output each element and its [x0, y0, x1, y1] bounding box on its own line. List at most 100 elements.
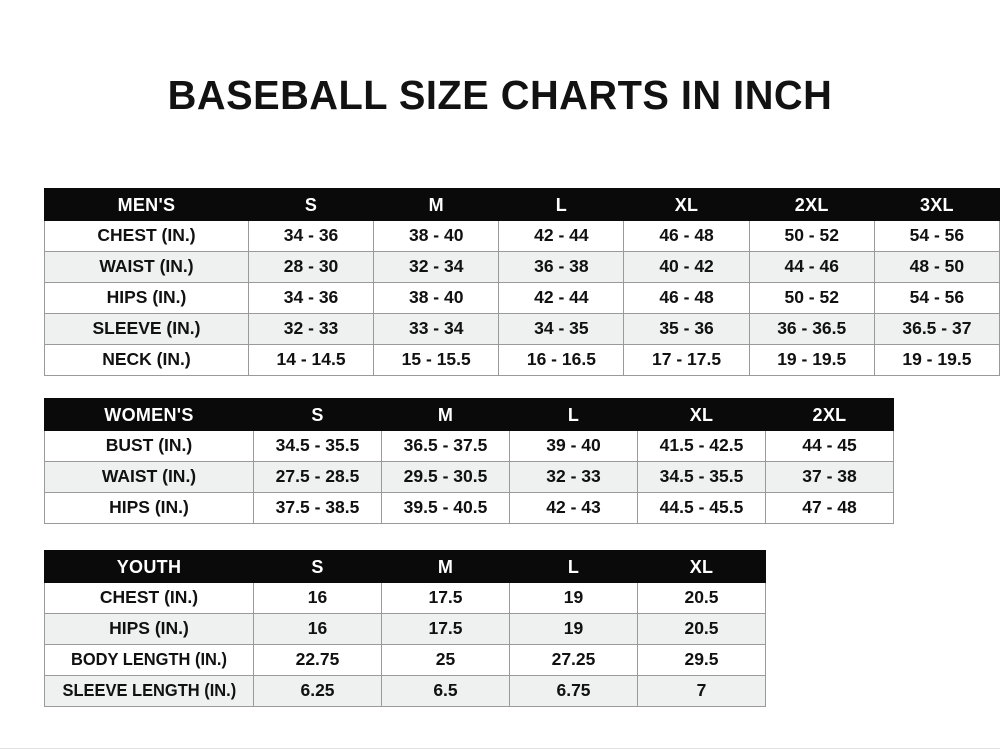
measurement-cell: 38 - 40	[373, 282, 500, 314]
column-header-l: L	[498, 188, 625, 221]
row-label: BUST (IN.)	[44, 430, 254, 462]
womens-table-title: WOMEN'S	[44, 398, 254, 431]
table-header-row: WOMEN'S S M L XL 2XL	[44, 398, 894, 431]
measurement-cell: 39.5 - 40.5	[381, 492, 510, 524]
row-label: WAIST (IN.)	[44, 461, 254, 493]
measurement-cell: 17 - 17.5	[623, 344, 750, 376]
youth-size-chart-block: YOUTH S M L XL CHEST (IN.) 16 17.5 19 20.5 HIPS (I…	[44, 550, 766, 707]
row-label-text: CHEST (IN.)	[97, 225, 196, 246]
measurement-cell: 37.5 - 38.5	[253, 492, 382, 524]
column-header-m: M	[373, 188, 500, 221]
row-label-text: BUST (IN.)	[105, 435, 193, 456]
row-label: SLEEVE LENGTH (IN.)	[44, 675, 254, 707]
page-bottom-rule	[0, 748, 1000, 749]
measurement-cell: 17.5	[381, 582, 510, 614]
row-label-text: WAIST (IN.)	[101, 466, 197, 487]
measurement-cell: 32 - 34	[373, 251, 500, 283]
column-header-2xl: 2XL	[765, 398, 894, 431]
row-label-text: BODY LENGTH (IN.)	[71, 649, 227, 670]
measurement-cell: 16	[253, 613, 382, 645]
measurement-cell: 36.5 - 37.5	[381, 430, 510, 462]
measurement-cell: 37 - 38	[765, 461, 894, 493]
measurement-cell: 22.75	[253, 644, 382, 676]
row-label-text: NECK (IN.)	[102, 349, 191, 370]
row-label: WAIST (IN.)	[44, 251, 249, 283]
mens-table-title: MEN'S	[44, 188, 249, 221]
table-row: CHEST (IN.) 34 - 36 38 - 40 42 - 44 46 - 48 5…	[44, 220, 1000, 252]
measurement-cell: 39 - 40	[509, 430, 638, 462]
column-header-s: S	[253, 398, 382, 431]
measurement-cell: 50 - 52	[748, 220, 875, 252]
row-label: HIPS (IN.)	[44, 282, 249, 314]
measurement-cell: 29.5	[637, 644, 766, 676]
row-label: SLEEVE (IN.)	[44, 313, 249, 345]
measurement-cell: 25	[381, 644, 510, 676]
column-header-l: L	[509, 550, 638, 583]
measurement-cell: 41.5 - 42.5	[637, 430, 766, 462]
measurement-cell: 42 - 43	[509, 492, 638, 524]
measurement-cell: 38 - 40	[373, 220, 500, 252]
measurement-cell: 20.5	[637, 582, 766, 614]
table-row: SLEEVE LENGTH (IN.) 6.25 6.5 6.75 7	[44, 675, 766, 707]
measurement-cell: 46 - 48	[623, 282, 750, 314]
row-label-text: CHEST (IN.)	[99, 587, 199, 608]
measurement-cell: 34 - 36	[247, 282, 375, 314]
row-label-text: HIPS (IN.)	[109, 618, 189, 639]
table-row: WAIST (IN.) 27.5 - 28.5 29.5 - 30.5 32 - 33…	[44, 461, 894, 493]
mens-size-table: MEN'S S M L XL 2XL 3XL CHEST (IN.) 34 - 36 38 - 4…	[44, 188, 1000, 376]
page-title: BASEBALL SIZE CHARTS IN INCH	[167, 72, 833, 118]
column-header-s: S	[247, 188, 375, 221]
measurement-cell: 6.25	[253, 675, 382, 707]
table-row: SLEEVE (IN.) 32 - 33 33 - 34 34 - 35 35 - 36…	[44, 313, 1000, 345]
column-header-m: M	[381, 550, 510, 583]
row-label-text: WAIST (IN.)	[99, 256, 194, 277]
youth-table-title: YOUTH	[44, 550, 254, 583]
measurement-cell: 29.5 - 30.5	[381, 461, 510, 493]
column-header-m: M	[381, 398, 510, 431]
measurement-cell: 46 - 48	[623, 220, 750, 252]
measurement-cell: 19 - 19.5	[873, 344, 1000, 376]
measurement-cell: 36 - 38	[498, 251, 625, 283]
measurement-cell: 50 - 52	[748, 282, 875, 314]
measurement-cell: 32 - 33	[509, 461, 638, 493]
measurement-cell: 20.5	[637, 613, 766, 645]
measurement-cell: 32 - 33	[247, 313, 375, 345]
row-label: CHEST (IN.)	[44, 582, 254, 614]
table-row: HIPS (IN.) 37.5 - 38.5 39.5 - 40.5 42 - 43 4…	[44, 492, 894, 524]
measurement-cell: 19	[509, 613, 638, 645]
measurement-cell: 35 - 36	[623, 313, 750, 345]
measurement-cell: 54 - 56	[873, 220, 1000, 252]
measurement-cell: 44 - 45	[765, 430, 894, 462]
measurement-cell: 27.5 - 28.5	[253, 461, 382, 493]
table-row: CHEST (IN.) 16 17.5 19 20.5	[44, 582, 766, 614]
measurement-cell: 28 - 30	[247, 251, 375, 283]
measurement-cell: 6.75	[509, 675, 638, 707]
measurement-cell: 16	[253, 582, 382, 614]
column-header-l: L	[509, 398, 638, 431]
table-header-row: YOUTH S M L XL	[44, 550, 766, 583]
column-header-3xl: 3XL	[873, 188, 1000, 221]
measurement-cell: 16 - 16.5	[498, 344, 625, 376]
measurement-cell: 54 - 56	[873, 282, 1000, 314]
table-row: BODY LENGTH (IN.) 22.75 25 27.25 29.5	[44, 644, 766, 676]
table-row: HIPS (IN.) 34 - 36 38 - 40 42 - 44 46 - 48 50…	[44, 282, 1000, 314]
youth-size-table: YOUTH S M L XL CHEST (IN.) 16 17.5 19 20.5 HIPS (I…	[44, 550, 766, 707]
measurement-cell: 17.5	[381, 613, 510, 645]
measurement-cell: 36.5 - 37	[873, 313, 1000, 345]
measurement-cell: 33 - 34	[373, 313, 500, 345]
measurement-cell: 15 - 15.5	[373, 344, 500, 376]
column-header-xl: XL	[623, 188, 750, 221]
table-row: WAIST (IN.) 28 - 30 32 - 34 36 - 38 40 - 42 4…	[44, 251, 1000, 283]
table-row: BUST (IN.) 34.5 - 35.5 36.5 - 37.5 39 - 40 4…	[44, 430, 894, 462]
row-label: CHEST (IN.)	[44, 220, 249, 252]
table-row: NECK (IN.) 14 - 14.5 15 - 15.5 16 - 16.5 17 …	[44, 344, 1000, 376]
row-label: BODY LENGTH (IN.)	[44, 644, 254, 676]
column-header-xl: XL	[637, 550, 766, 583]
row-label-text: HIPS (IN.)	[106, 287, 187, 308]
row-label-text: SLEEVE (IN.)	[92, 318, 201, 339]
table-header-row: MEN'S S M L XL 2XL 3XL	[44, 188, 1000, 221]
womens-size-table: WOMEN'S S M L XL 2XL BUST (IN.) 34.5 - 35.5 36.5…	[44, 398, 894, 524]
measurement-cell: 47 - 48	[765, 492, 894, 524]
measurement-cell: 34 - 36	[247, 220, 375, 252]
measurement-cell: 34 - 35	[498, 313, 625, 345]
